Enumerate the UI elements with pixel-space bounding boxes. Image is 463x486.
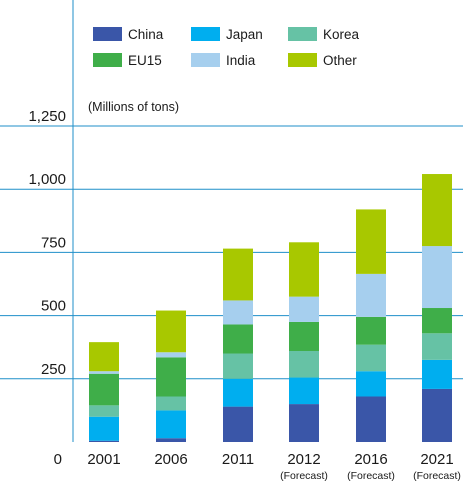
bar-segment-japan-2006 [156, 410, 186, 439]
y-tick-label: 250 [41, 361, 66, 378]
bar-segment-other-2001 [89, 342, 119, 372]
bar-segment-japan-2001 [89, 416, 119, 441]
bar-segment-china-2011 [223, 406, 253, 442]
x-tick-sublabel: (Forecast) [347, 470, 395, 482]
bar-segment-china-2012 [289, 404, 319, 442]
legend-label-other: Other [323, 53, 357, 68]
bar-segment-china-2016 [356, 396, 386, 442]
bar-segment-india-2001 [89, 371, 119, 374]
legend: China Japan Korea EU15 India Other [93, 27, 360, 68]
bar-segment-korea-2016 [356, 344, 386, 372]
x-tick-labels: 2001 2006 2011 2012 (Forecast) 2016 (Forecast)… [87, 451, 461, 482]
bar-segment-china-2021 [422, 388, 452, 442]
bar-segment-other-2016 [356, 209, 386, 274]
bar-segment-korea-2021 [422, 333, 452, 360]
bar-segment-japan-2021 [422, 359, 452, 389]
bar-segment-eu15-2006 [156, 357, 186, 397]
legend-label-eu15: EU15 [128, 53, 162, 68]
bar-segment-india-2006 [156, 352, 186, 358]
bar-segment-india-2011 [223, 300, 253, 325]
bar-segment-japan-2011 [223, 378, 253, 407]
bar-segment-eu15-2011 [223, 324, 253, 354]
bar-segment-eu15-2001 [89, 373, 119, 406]
legend-label-japan: Japan [226, 27, 263, 42]
legend-swatch-other [288, 53, 317, 67]
bar-segment-india-2012 [289, 296, 319, 322]
legend-swatch-india [191, 53, 220, 67]
bar-segment-china-2006 [156, 438, 186, 442]
bar-segment-india-2021 [422, 246, 452, 309]
legend-label-india: India [226, 53, 256, 68]
bar-segment-japan-2012 [289, 377, 319, 405]
legend-swatch-china [93, 27, 122, 41]
x-tick-sublabel: (Forecast) [280, 470, 328, 482]
y-tick-label: 500 [41, 298, 66, 315]
unit-label: (Millions of tons) [88, 100, 179, 114]
y-tick-label: 0 [54, 451, 62, 468]
legend-label-china: China [128, 27, 164, 42]
x-tick-label: 2011 [222, 451, 254, 468]
bar-segment-korea-2001 [89, 405, 119, 417]
bar-segment-eu15-2016 [356, 316, 386, 345]
x-tick-label: 2016 [354, 451, 387, 468]
bar-segment-eu15-2021 [422, 308, 452, 334]
bar-segment-korea-2011 [223, 353, 253, 379]
x-tick-sublabel: (Forecast) [413, 470, 461, 482]
x-tick-label: 2012 [287, 451, 320, 468]
y-tick-labels: 0 250 500 750 1,000 1,250 [28, 108, 66, 468]
bar-segment-other-2011 [223, 248, 253, 301]
x-tick-label: 2001 [87, 451, 120, 468]
bar-segment-other-2021 [422, 174, 452, 247]
y-tick-label: 750 [41, 234, 66, 251]
legend-swatch-korea [288, 27, 317, 41]
y-tick-label: 1,250 [28, 108, 66, 125]
bars [89, 174, 452, 442]
bar-segment-eu15-2012 [289, 321, 319, 351]
legend-swatch-japan [191, 27, 220, 41]
bar-segment-korea-2006 [156, 396, 186, 411]
x-tick-label: 2021 [420, 451, 453, 468]
bar-segment-other-2006 [156, 310, 186, 353]
bar-segment-india-2016 [356, 273, 386, 317]
bar-segment-other-2012 [289, 242, 319, 297]
bar-segment-japan-2016 [356, 371, 386, 397]
bar-segment-korea-2012 [289, 350, 319, 378]
bar-segment-china-2001 [89, 440, 119, 442]
x-tick-label: 2006 [154, 451, 187, 468]
y-tick-label: 1,000 [28, 171, 66, 188]
legend-swatch-eu15 [93, 53, 122, 67]
legend-label-korea: Korea [323, 27, 360, 42]
